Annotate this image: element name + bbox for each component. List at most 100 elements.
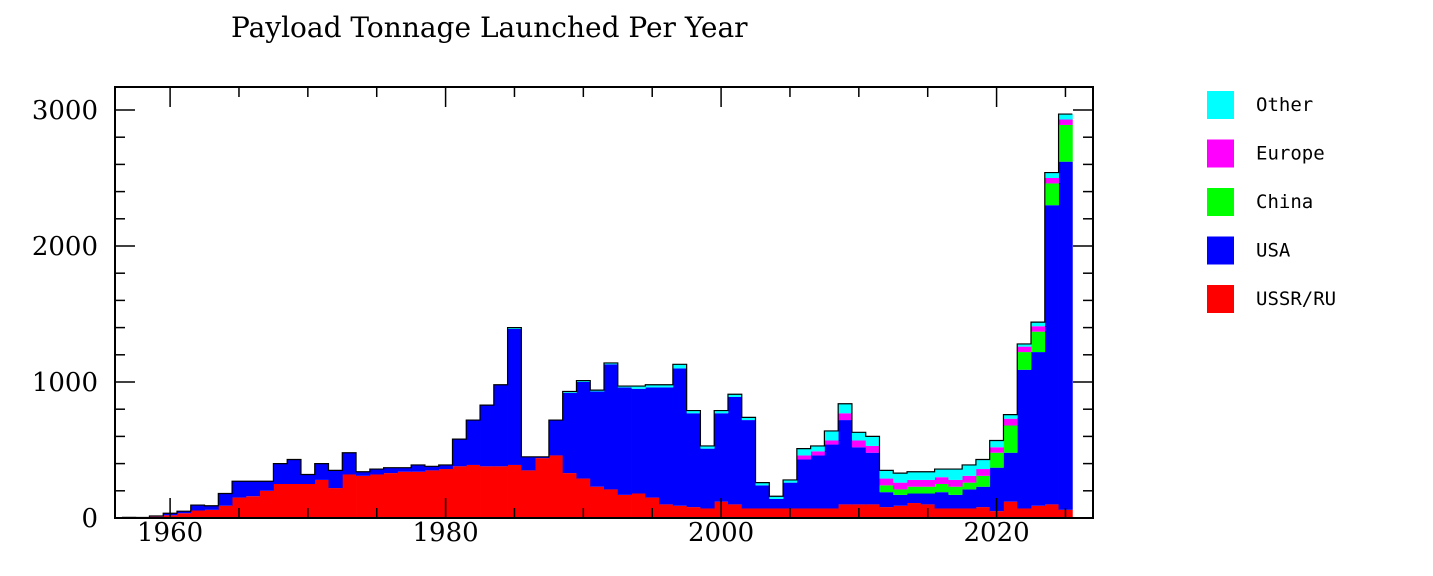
bar-usa-1992 <box>604 364 619 490</box>
legend-label-china: China <box>1256 191 1313 213</box>
bar-europe-2018 <box>962 475 977 483</box>
bar-ussr-ru-1963 <box>204 509 219 518</box>
bar-other-2010 <box>851 432 867 441</box>
bar-other-2024 <box>1044 172 1059 178</box>
bar-usa-1971 <box>314 463 329 480</box>
bar-ussr-ru-2011 <box>865 504 880 518</box>
bar-usa-1981 <box>452 439 467 467</box>
y-tick-label: 1000 <box>32 368 98 398</box>
bar-usa-1986 <box>521 456 536 471</box>
bar-europe-2024 <box>1044 178 1059 184</box>
bar-usa-1997 <box>672 368 688 506</box>
bar-other-1996 <box>659 384 674 388</box>
bar-europe-2017 <box>948 479 963 487</box>
bar-ussr-ru-1980 <box>438 469 453 518</box>
bar-europe-2022 <box>1017 346 1032 353</box>
bar-usa-1982 <box>466 420 481 465</box>
bar-ussr-ru-1990 <box>576 478 591 518</box>
bar-ussr-ru-1991 <box>590 486 605 518</box>
bar-usa-1961 <box>176 511 192 514</box>
bar-other-2003 <box>755 482 770 486</box>
bar-usa-1962 <box>190 505 205 511</box>
bar-ussr-ru-1982 <box>466 464 481 518</box>
bar-ussr-ru-1964 <box>218 505 233 518</box>
bar-usa-2002 <box>741 420 756 509</box>
bar-usa-2005 <box>783 482 798 509</box>
bar-usa-2023 <box>1031 352 1046 506</box>
bar-china-2018 <box>962 482 977 490</box>
bar-usa-1975 <box>369 469 384 475</box>
bar-usa-2017 <box>948 494 963 509</box>
bar-other-1991 <box>590 390 605 392</box>
bar-ussr-ru-1981 <box>452 466 467 518</box>
bar-ussr-ru-1974 <box>356 475 371 518</box>
bar-ussr-ru-2009 <box>838 504 853 518</box>
bar-other-2025 <box>1058 114 1073 120</box>
bar-china-2013 <box>893 489 908 495</box>
bar-ussr-ru-1967 <box>259 490 274 518</box>
bar-ussr-ru-1971 <box>314 479 329 518</box>
bar-other-2004 <box>769 496 784 499</box>
bar-ussr-ru-2018 <box>962 508 977 518</box>
bar-ussr-ru-1975 <box>369 474 384 518</box>
bar-usa-1987 <box>535 456 550 459</box>
bar-usa-2019 <box>975 486 991 508</box>
bar-europe-2013 <box>893 482 908 490</box>
bar-usa-2001 <box>727 396 743 505</box>
bar-other-2001 <box>727 394 743 397</box>
bar-other-1989 <box>562 391 577 393</box>
bar-other-2015 <box>920 471 935 480</box>
chart-title: Payload Tonnage Launched Per Year <box>231 11 748 44</box>
bar-ussr-ru-1995 <box>645 497 660 518</box>
bar-usa-2016 <box>934 492 949 509</box>
bar-ussr-ru-1972 <box>328 488 343 518</box>
bar-ussr-ru-1969 <box>287 484 302 518</box>
bar-other-2017 <box>948 469 963 480</box>
x-tick-label: 2000 <box>688 518 754 548</box>
bar-usa-2012 <box>879 492 894 508</box>
bar-other-2012 <box>879 470 894 479</box>
bar-usa-2014 <box>907 493 922 504</box>
bar-ussr-ru-1962 <box>190 510 205 518</box>
bar-usa-1991 <box>590 391 605 487</box>
bar-usa-1996 <box>659 387 674 505</box>
bar-ussr-ru-2014 <box>907 503 922 518</box>
axes: 0 1000 2000 3000 1960 1980 2000 2020 <box>32 87 1093 548</box>
bar-ussr-ru-1987 <box>535 458 550 518</box>
bar-ussr-ru-1984 <box>493 466 508 518</box>
bar-ussr-ru-2012 <box>879 507 894 518</box>
bar-ussr-ru-1985 <box>507 464 522 518</box>
bar-usa-2021 <box>1003 452 1018 502</box>
bar-europe-2009 <box>838 413 853 421</box>
bar-usa-2018 <box>962 489 977 509</box>
bar-usa-2006 <box>796 459 812 509</box>
bar-other-2006 <box>796 448 812 456</box>
bar-other-2000 <box>714 410 729 414</box>
bar-ussr-ru-1973 <box>342 474 357 518</box>
bar-other-2016 <box>934 469 949 478</box>
bar-usa-1977 <box>397 467 412 472</box>
bar-ussr-ru-1986 <box>521 470 536 518</box>
bar-other-2022 <box>1017 343 1032 347</box>
legend-label-usa: USA <box>1256 240 1291 262</box>
bar-ussr-ru-2003 <box>755 508 770 518</box>
bar-usa-1978 <box>411 464 426 472</box>
bar-europe-2021 <box>1003 418 1018 426</box>
bar-ussr-ru-1992 <box>604 489 619 518</box>
bar-ussr-ru-1966 <box>245 496 261 518</box>
bar-china-2014 <box>907 486 922 494</box>
bar-ussr-ru-2008 <box>824 508 839 518</box>
bar-europe-2012 <box>879 478 894 486</box>
bar-ussr-ru-1978 <box>411 471 426 518</box>
legend-label-ussr-ru: USSR/RU <box>1256 288 1336 310</box>
bar-other-2018 <box>962 464 977 476</box>
bar-ussr-ru-1993 <box>617 494 632 518</box>
bar-usa-1973 <box>342 452 357 475</box>
x-tick-label: 2020 <box>963 518 1029 548</box>
plot-frame <box>114 86 1094 519</box>
bar-usa-1972 <box>328 470 343 489</box>
bar-other-1994 <box>631 386 646 389</box>
bar-usa-1983 <box>480 405 495 467</box>
bar-ussr-ru-1989 <box>562 473 577 518</box>
